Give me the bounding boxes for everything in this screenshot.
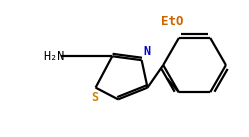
Text: EtO: EtO [161,15,184,28]
Text: N: N [144,45,151,58]
Text: S: S [91,91,98,104]
Text: H₂N: H₂N [44,50,65,63]
